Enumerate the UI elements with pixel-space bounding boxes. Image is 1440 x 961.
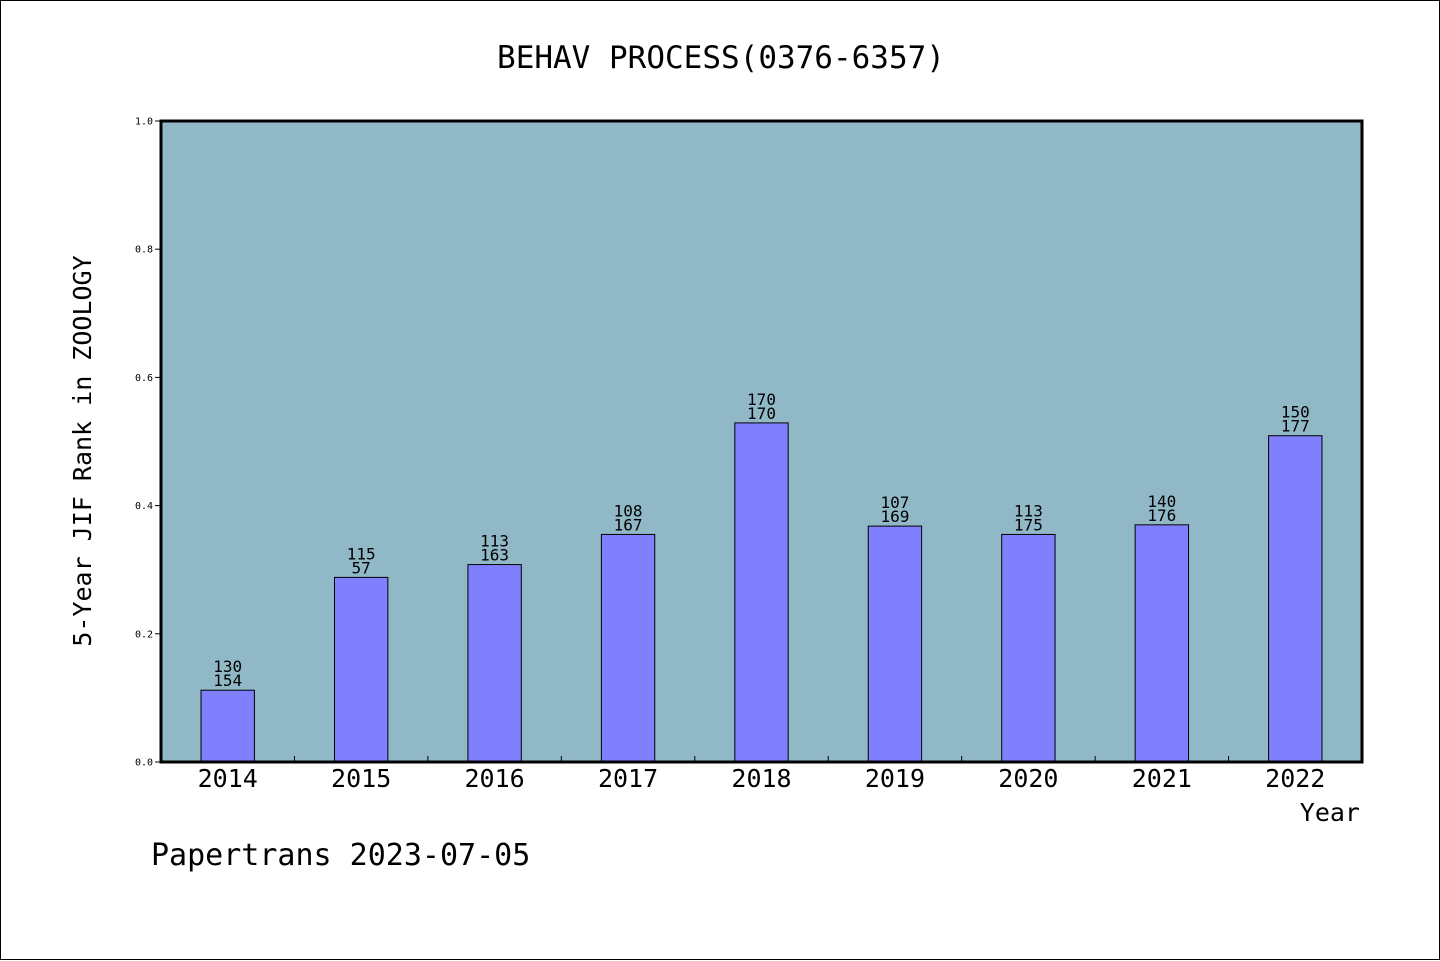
x-axis: 2014 2015 2016 2017 2018 2019 2020 2021 2022 <box>198 756 1325 793</box>
x-tick-label: 2020 <box>998 764 1058 793</box>
bar-data-label: 177 <box>1281 417 1310 436</box>
bar-data-label: 169 <box>880 507 909 526</box>
bar <box>467 564 522 763</box>
x-tick-label: 2016 <box>465 764 525 793</box>
x-tick-label: 2021 <box>1132 764 1192 793</box>
bar-data-label: 170 <box>747 404 776 423</box>
bar-data-label: 130 <box>213 657 242 676</box>
bar-data-label: 154 <box>213 671 242 690</box>
y-axis: 0.0 0.2 0.4 0.6 0.8 1.0 <box>135 117 161 769</box>
bar-data-label: 57 <box>352 558 371 577</box>
y-tick-label: 0.4 <box>135 501 153 512</box>
bar-data-label: 140 <box>1147 492 1176 511</box>
bar-data-label: 107 <box>880 493 909 512</box>
bar-data-label: 113 <box>1014 501 1043 520</box>
y-tick-label: 0.8 <box>135 245 153 256</box>
bar <box>1268 435 1323 763</box>
bar <box>333 576 389 763</box>
bar <box>600 533 656 763</box>
bar <box>734 422 789 763</box>
x-tick-label: 2015 <box>331 764 391 793</box>
x-tick-label: 2017 <box>598 764 658 793</box>
bar-data-label: 175 <box>1014 515 1043 534</box>
x-tick-label: 2014 <box>198 764 258 793</box>
bar <box>1001 533 1056 763</box>
bar-data-label: 115 <box>347 544 376 563</box>
x-tick-label: 2019 <box>865 764 925 793</box>
bar-data-label: 163 <box>480 546 509 565</box>
bar-data-label: 176 <box>1147 506 1176 525</box>
footer-credit: Papertrans 2023-07-05 <box>151 838 530 873</box>
bar-data-label: 150 <box>1281 403 1310 422</box>
y-axis-label: 5-Year JIF Rank in ZOOLOGY <box>68 255 97 646</box>
y-tick-label: 1.0 <box>135 117 153 128</box>
bar-data-label: 108 <box>614 501 643 520</box>
bar <box>1134 524 1190 763</box>
y-tick-label: 0.6 <box>135 373 153 384</box>
x-tick-label: 2018 <box>731 764 791 793</box>
plot-border <box>159 119 1364 764</box>
bar-data-label: 170 <box>747 390 776 409</box>
y-tick-label: 0.0 <box>135 758 153 769</box>
y-tick-label: 0.2 <box>135 629 153 640</box>
bar-data-label: 113 <box>480 532 509 551</box>
bar <box>867 525 923 763</box>
bar-data-label: 167 <box>614 515 643 534</box>
bar <box>200 689 255 763</box>
chart-title: BEHAV PROCESS(0376-6357) <box>497 40 945 76</box>
x-axis-label: Year <box>1300 798 1360 827</box>
x-tick-label: 2022 <box>1265 764 1325 793</box>
